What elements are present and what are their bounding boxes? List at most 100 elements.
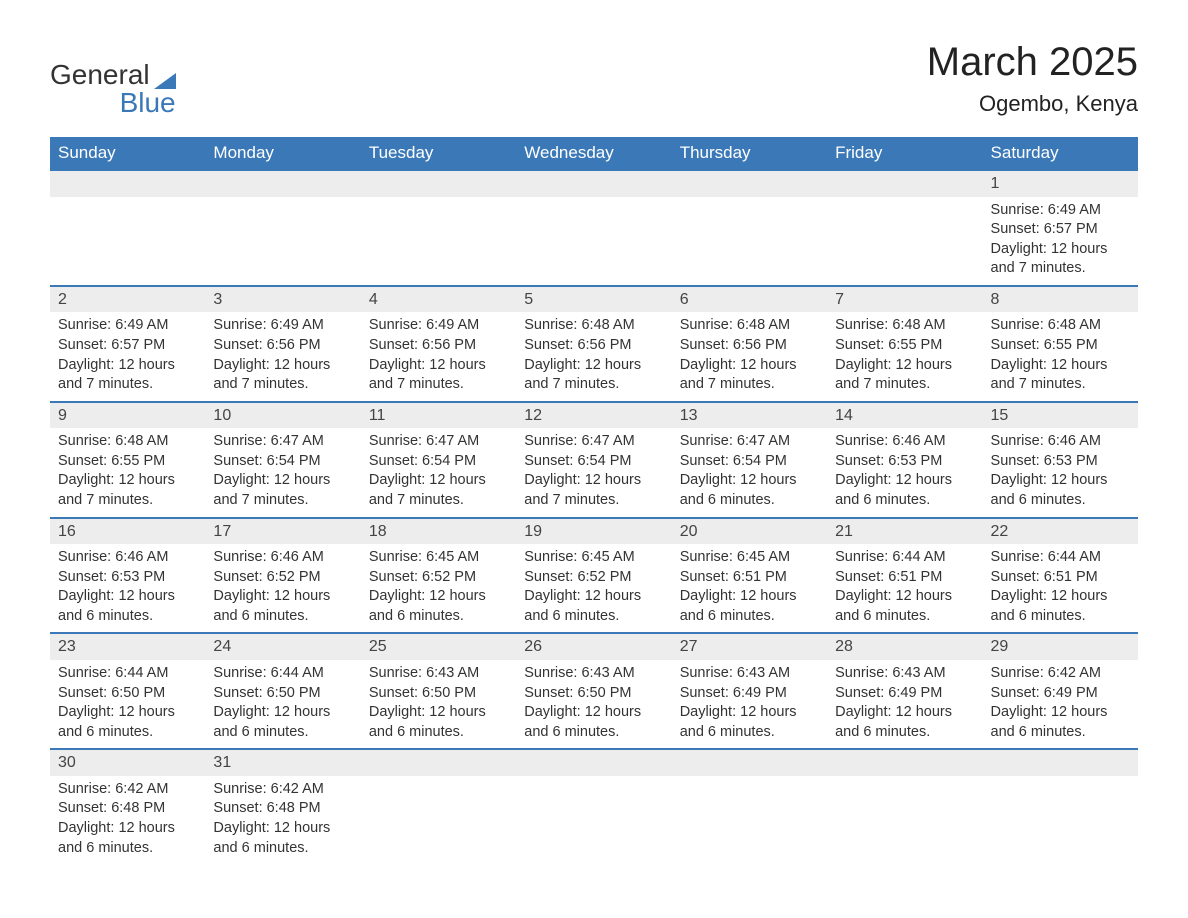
calendar-cell: 26Sunrise: 6:43 AMSunset: 6:50 PMDayligh… [516, 633, 671, 749]
calendar-cell: 17Sunrise: 6:46 AMSunset: 6:52 PMDayligh… [205, 518, 360, 634]
day-number: 1 [983, 171, 1138, 197]
day-header: Monday [205, 137, 360, 170]
calendar-cell: 18Sunrise: 6:45 AMSunset: 6:52 PMDayligh… [361, 518, 516, 634]
sunrise-text: Sunrise: 6:43 AM [680, 664, 819, 684]
sunset-text: Sunset: 6:51 PM [835, 568, 974, 588]
calendar-cell [827, 749, 982, 864]
calendar-cell [672, 749, 827, 864]
sunset-text: Sunset: 6:55 PM [835, 336, 974, 356]
calendar-cell: 8Sunrise: 6:48 AMSunset: 6:55 PMDaylight… [983, 286, 1138, 402]
calendar-week-row: 9Sunrise: 6:48 AMSunset: 6:55 PMDaylight… [50, 402, 1138, 518]
day-number-bar [516, 750, 671, 776]
sunset-text: Sunset: 6:53 PM [58, 568, 197, 588]
calendar-cell [516, 749, 671, 864]
sunset-text: Sunset: 6:55 PM [58, 452, 197, 472]
day-number: 12 [516, 403, 671, 429]
day-header: Saturday [983, 137, 1138, 170]
sunrise-text: Sunrise: 6:47 AM [369, 432, 508, 452]
daylight-text: Daylight: 12 hours and 6 minutes. [680, 471, 819, 510]
day-number: 31 [205, 750, 360, 776]
sunrise-text: Sunrise: 6:48 AM [680, 316, 819, 336]
sunrise-text: Sunrise: 6:46 AM [991, 432, 1130, 452]
sunset-text: Sunset: 6:57 PM [991, 220, 1130, 240]
title-block: March 2025 Ogembo, Kenya [927, 40, 1138, 117]
day-number-bar [827, 750, 982, 776]
sunrise-text: Sunrise: 6:47 AM [213, 432, 352, 452]
day-number-bar [50, 171, 205, 197]
sunset-text: Sunset: 6:53 PM [835, 452, 974, 472]
sunset-text: Sunset: 6:56 PM [213, 336, 352, 356]
day-number-bar [516, 171, 671, 197]
day-number-bar [361, 750, 516, 776]
day-number: 22 [983, 519, 1138, 545]
sunrise-text: Sunrise: 6:45 AM [369, 548, 508, 568]
daylight-text: Daylight: 12 hours and 7 minutes. [991, 240, 1130, 279]
sunset-text: Sunset: 6:56 PM [680, 336, 819, 356]
day-number-bar [361, 171, 516, 197]
day-number-bar [827, 171, 982, 197]
calendar-cell: 2Sunrise: 6:49 AMSunset: 6:57 PMDaylight… [50, 286, 205, 402]
calendar-cell: 1 Sunrise: 6:49 AMSunset: 6:57 PMDaylight… [983, 170, 1138, 286]
sunrise-text: Sunrise: 6:49 AM [991, 201, 1130, 221]
calendar-cell: 31Sunrise: 6:42 AMSunset: 6:48 PMDayligh… [205, 749, 360, 864]
sunset-text: Sunset: 6:49 PM [991, 684, 1130, 704]
day-header: Tuesday [361, 137, 516, 170]
calendar-cell [361, 170, 516, 286]
calendar-cell [672, 170, 827, 286]
sunset-text: Sunset: 6:52 PM [213, 568, 352, 588]
sunrise-text: Sunrise: 6:44 AM [213, 664, 352, 684]
sunrise-text: Sunrise: 6:46 AM [213, 548, 352, 568]
calendar-cell [50, 170, 205, 286]
calendar-cell: 3Sunrise: 6:49 AMSunset: 6:56 PMDaylight… [205, 286, 360, 402]
day-number: 17 [205, 519, 360, 545]
calendar-cell: 12Sunrise: 6:47 AMSunset: 6:54 PMDayligh… [516, 402, 671, 518]
sunset-text: Sunset: 6:50 PM [524, 684, 663, 704]
daylight-text: Daylight: 12 hours and 7 minutes. [58, 471, 197, 510]
day-number-bar [672, 171, 827, 197]
daylight-text: Daylight: 12 hours and 6 minutes. [524, 587, 663, 626]
sunrise-text: Sunrise: 6:44 AM [835, 548, 974, 568]
sunset-text: Sunset: 6:53 PM [991, 452, 1130, 472]
day-header: Thursday [672, 137, 827, 170]
day-header: Friday [827, 137, 982, 170]
day-number: 8 [983, 287, 1138, 313]
daylight-text: Daylight: 12 hours and 6 minutes. [835, 587, 974, 626]
day-number: 13 [672, 403, 827, 429]
daylight-text: Daylight: 12 hours and 6 minutes. [835, 703, 974, 742]
sunset-text: Sunset: 6:52 PM [369, 568, 508, 588]
calendar-cell: 30Sunrise: 6:42 AMSunset: 6:48 PMDayligh… [50, 749, 205, 864]
sunrise-text: Sunrise: 6:49 AM [369, 316, 508, 336]
day-number: 16 [50, 519, 205, 545]
daylight-text: Daylight: 12 hours and 7 minutes. [58, 356, 197, 395]
daylight-text: Daylight: 12 hours and 6 minutes. [58, 819, 197, 858]
calendar-cell: 23Sunrise: 6:44 AMSunset: 6:50 PMDayligh… [50, 633, 205, 749]
day-number: 9 [50, 403, 205, 429]
day-header: Sunday [50, 137, 205, 170]
calendar-week-row: 1 Sunrise: 6:49 AMSunset: 6:57 PMDaylight… [50, 170, 1138, 286]
sunrise-text: Sunrise: 6:44 AM [991, 548, 1130, 568]
daylight-text: Daylight: 12 hours and 6 minutes. [213, 703, 352, 742]
sunrise-text: Sunrise: 6:47 AM [524, 432, 663, 452]
sunrise-text: Sunrise: 6:45 AM [524, 548, 663, 568]
day-number: 18 [361, 519, 516, 545]
sunrise-text: Sunrise: 6:48 AM [524, 316, 663, 336]
daylight-text: Daylight: 12 hours and 7 minutes. [524, 471, 663, 510]
calendar-cell [361, 749, 516, 864]
day-number: 25 [361, 634, 516, 660]
sunset-text: Sunset: 6:49 PM [680, 684, 819, 704]
day-number: 2 [50, 287, 205, 313]
day-header-row: Sunday Monday Tuesday Wednesday Thursday… [50, 137, 1138, 170]
logo-text-bottom: Blue [120, 89, 176, 117]
calendar-cell: 13Sunrise: 6:47 AMSunset: 6:54 PMDayligh… [672, 402, 827, 518]
sunrise-text: Sunrise: 6:42 AM [213, 780, 352, 800]
sunset-text: Sunset: 6:51 PM [680, 568, 819, 588]
sunset-text: Sunset: 6:54 PM [680, 452, 819, 472]
day-number: 29 [983, 634, 1138, 660]
daylight-text: Daylight: 12 hours and 7 minutes. [680, 356, 819, 395]
sunrise-text: Sunrise: 6:49 AM [58, 316, 197, 336]
sunrise-text: Sunrise: 6:44 AM [58, 664, 197, 684]
sunrise-text: Sunrise: 6:46 AM [835, 432, 974, 452]
calendar-cell: 20Sunrise: 6:45 AMSunset: 6:51 PMDayligh… [672, 518, 827, 634]
sunset-text: Sunset: 6:51 PM [991, 568, 1130, 588]
daylight-text: Daylight: 12 hours and 7 minutes. [369, 471, 508, 510]
